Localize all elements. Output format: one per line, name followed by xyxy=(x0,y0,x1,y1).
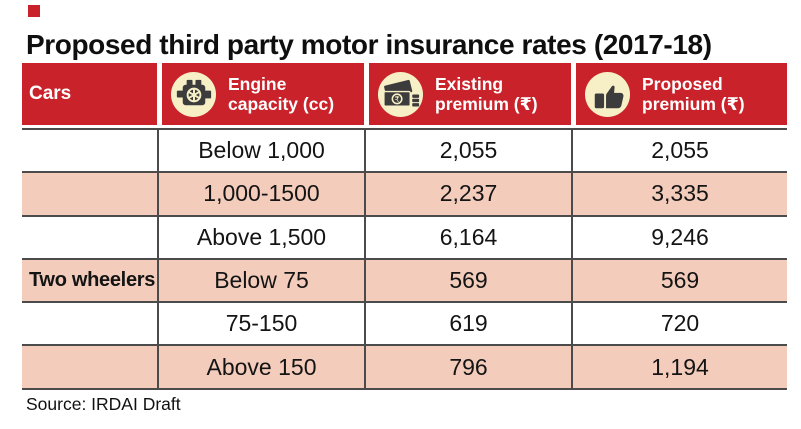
table-row: Above 1,500 6,164 9,246 xyxy=(22,214,787,258)
insurance-rates-table: Cars Engine c xyxy=(22,63,787,390)
engine-icon xyxy=(170,71,217,117)
cell-proposed: 720 xyxy=(660,310,700,337)
page-title: Proposed third party motor insurance rat… xyxy=(26,29,712,60)
header-label-existing-premium: Existing premium (₹) xyxy=(435,73,538,114)
cell-proposed: 1,194 xyxy=(651,353,709,380)
cell-cars xyxy=(22,173,159,215)
cell-capacity: 1,000-1500 xyxy=(159,173,366,215)
cell-existing: 6,164 xyxy=(366,216,573,258)
cell-proposed: 3,335 xyxy=(651,180,709,207)
thumbs-up-icon xyxy=(584,71,631,117)
cell-cars xyxy=(22,303,159,345)
header-cell-existing-premium: ₹ Existing premium (₹) xyxy=(369,63,571,125)
table-header-row: Cars Engine c xyxy=(22,63,787,125)
cash-icon: ₹ xyxy=(377,71,424,117)
header-label-engine-capacity: Engine capacity (cc) xyxy=(228,73,335,114)
table-row: 75-150 619 720 xyxy=(22,301,787,345)
cell-cars xyxy=(22,216,159,258)
table-row: Below 1,000 2,055 2,055 xyxy=(22,130,787,172)
cell-cars: Two wheelers xyxy=(22,259,159,302)
cell-capacity: Above 150 xyxy=(159,346,366,388)
cell-capacity: Above 1,500 xyxy=(159,216,366,258)
cell-existing: 569 xyxy=(366,259,573,302)
header-cell-proposed-premium: Proposed premium (₹) xyxy=(576,63,787,125)
cell-proposed: 9,246 xyxy=(651,223,709,250)
cell-existing: 2,055 xyxy=(366,130,573,172)
table-row: Two wheelers Below 75 569 569 xyxy=(22,257,787,302)
cell-proposed: 569 xyxy=(660,267,700,294)
header-label-proposed-premium: Proposed premium (₹) xyxy=(642,73,745,114)
brand-square xyxy=(28,5,40,17)
cell-existing: 619 xyxy=(366,303,573,345)
table-row: 1,000-1500 2,237 3,335 xyxy=(22,171,787,215)
rupee-glyph: ₹ xyxy=(395,94,400,103)
cell-capacity: Below 1,000 xyxy=(159,130,366,172)
header-cell-cars: Cars xyxy=(22,63,157,125)
header-label-cars: Cars xyxy=(29,83,72,104)
header-cell-engine-capacity: Engine capacity (cc) xyxy=(162,63,364,125)
cell-existing: 2,237 xyxy=(366,173,573,215)
table-row: Above 150 796 1,194 xyxy=(22,344,787,388)
cell-capacity: Below 75 xyxy=(159,259,366,302)
cell-proposed: 2,055 xyxy=(651,137,709,164)
cell-capacity: 75-150 xyxy=(159,303,366,345)
cell-existing: 796 xyxy=(366,346,573,388)
source-note: Source: IRDAI Draft xyxy=(26,394,181,414)
cell-cars xyxy=(22,130,159,172)
cell-cars xyxy=(22,346,159,388)
table-body: Below 1,000 2,055 2,055 1,000-1500 2,237 3,33… xyxy=(22,128,787,390)
